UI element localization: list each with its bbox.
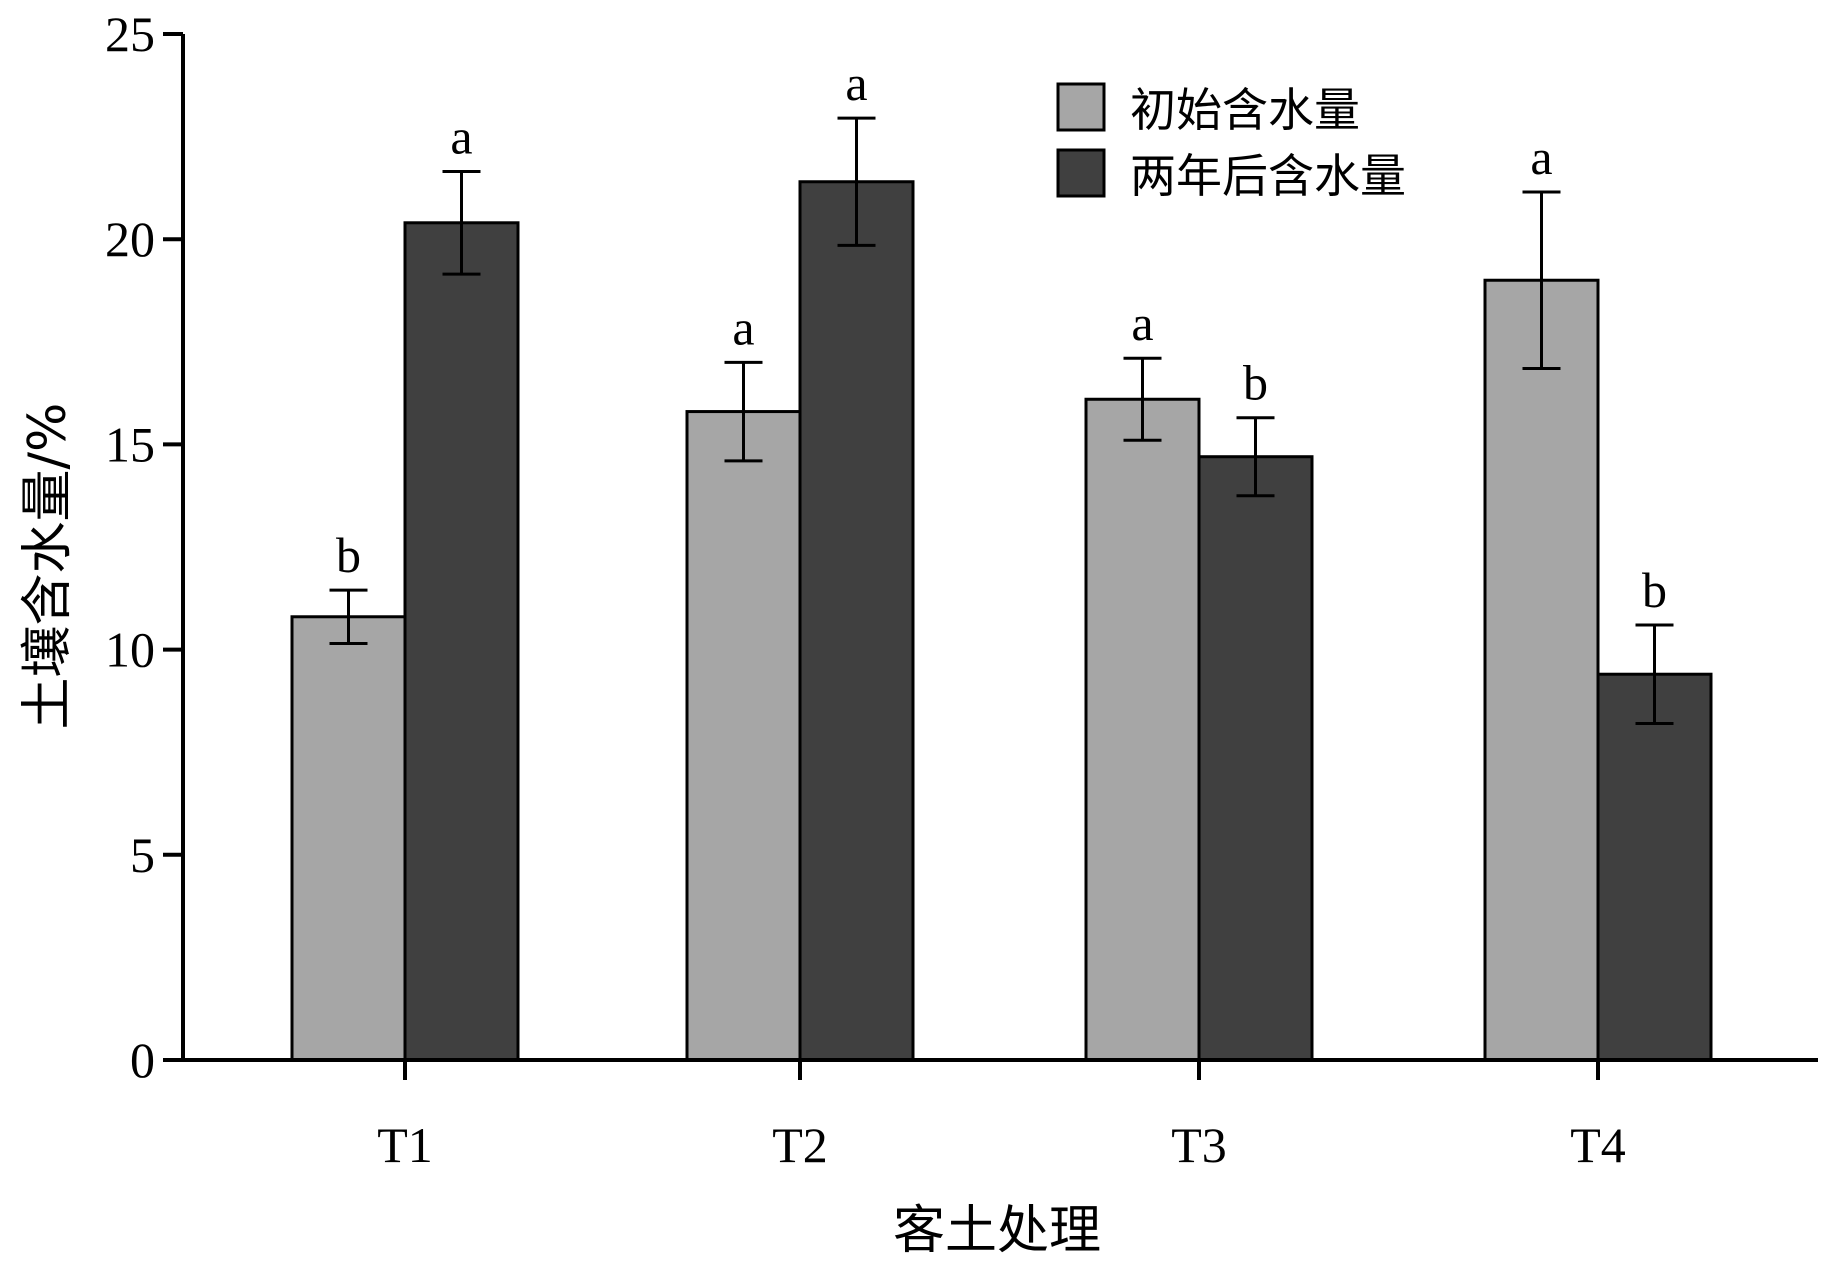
legend-swatch-after	[1056, 148, 1106, 198]
legend: 初始含水量 两年后含水量	[1056, 82, 1406, 203]
significance-labels-layer: b a a a a b a b	[336, 55, 1667, 618]
x-tick-label-t2: T2	[772, 1117, 828, 1173]
y-ticks-layer: 0 5 10 15 20 25	[105, 6, 183, 1088]
y-tick-label-0: 0	[130, 1032, 155, 1088]
bar-t2-series-1	[685, 410, 802, 1062]
significance-label-t1-series-2: a	[450, 108, 472, 164]
error-bars-layer	[329, 116, 1674, 725]
x-tick-label-t1: T1	[377, 1117, 433, 1173]
y-tick-label-10: 10	[105, 622, 155, 678]
significance-label-t3-series-1: a	[1131, 295, 1153, 351]
bar-t2-series-2	[798, 180, 915, 1062]
legend-label-after: 两年后含水量	[1130, 149, 1406, 203]
x-ticks-layer: T1 T2 T3 T4	[377, 1060, 1626, 1173]
x-axis-title: 客土处理	[893, 1201, 1101, 1261]
x-tick-label-t3: T3	[1171, 1117, 1227, 1173]
legend-label-initial: 初始含水量	[1130, 83, 1360, 137]
bar-t1-series-2	[403, 221, 520, 1062]
legend-swatch-initial	[1056, 82, 1106, 132]
x-tick-label-t4: T4	[1570, 1117, 1626, 1173]
bar-t3-series-2	[1197, 455, 1314, 1062]
y-tick-label-5: 5	[130, 827, 155, 883]
significance-label-t3-series-2: b	[1243, 355, 1268, 411]
bar-t3-series-1	[1084, 397, 1201, 1062]
bar-t4-series-1	[1483, 278, 1600, 1062]
y-tick-label-15: 15	[105, 416, 155, 472]
y-axis-title: 土壤含水量/%	[18, 403, 78, 730]
y-tick-label-20: 20	[105, 211, 155, 267]
significance-label-t2-series-1: a	[732, 299, 754, 355]
significance-label-t2-series-2: a	[845, 55, 867, 111]
significance-label-t4-series-1: a	[1530, 129, 1552, 185]
y-tick-label-25: 25	[105, 6, 155, 62]
bars-layer	[290, 180, 1713, 1062]
bar-t1-series-1	[290, 615, 407, 1062]
significance-label-t1-series-1: b	[336, 527, 361, 583]
bar-t4-series-2	[1596, 672, 1713, 1062]
significance-label-t4-series-2: b	[1642, 562, 1667, 618]
